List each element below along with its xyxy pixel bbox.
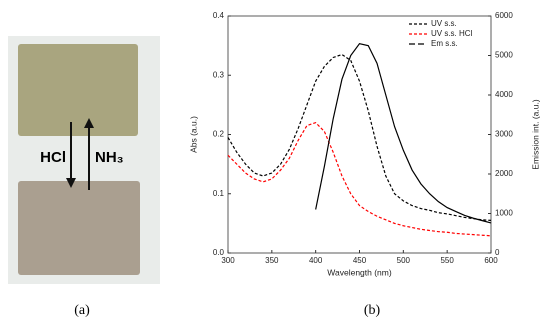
y-tick-label: 0.2 [213, 130, 225, 139]
reagent-label: HCl [40, 149, 66, 166]
x-tick-label: 550 [440, 256, 454, 265]
y-tick-label: 0.0 [213, 248, 225, 257]
y2-tick-label: 6000 [495, 11, 513, 20]
x-tick-label: 400 [309, 256, 323, 265]
arrow-head [66, 178, 76, 188]
y2-tick-label: 2000 [495, 169, 513, 178]
y2-tick-label: 1000 [495, 209, 513, 218]
x-tick-label: 600 [484, 256, 498, 265]
y-tick-label: 0.4 [213, 11, 225, 20]
arrow-head [84, 118, 94, 128]
reagent-label: NH₃ [95, 149, 124, 166]
x-tick-label: 300 [221, 256, 235, 265]
y-tick-label: 0.3 [213, 70, 225, 79]
y-axis-label: Abs (a.u.) [188, 116, 198, 153]
y2-tick-label: 3000 [495, 130, 513, 139]
film-acid [18, 181, 140, 275]
legend-entry: UV s.s. [431, 19, 457, 28]
panel-caption: (b) [364, 303, 381, 318]
chart: 300 350 400 450 500 550 600 0.0 0.1 0.2 0.3 0.4 0 100… [188, 11, 540, 277]
x-axis-label: Wavelength (nm) [327, 267, 392, 277]
series-line [315, 42, 492, 224]
x-tick-label: 450 [353, 256, 367, 265]
panel-caption: (a) [74, 303, 90, 318]
legend-entry: UV s.s. HCl [431, 29, 473, 38]
x-tick-label: 350 [265, 256, 279, 265]
y2-tick-label: 0 [495, 248, 500, 257]
y-tick-label: 0.1 [213, 189, 225, 198]
y2-axis-label: Emission int. (a.u.) [530, 99, 540, 170]
legend-entry: Em s.s. [431, 39, 458, 48]
film-neutral [18, 44, 138, 136]
series-line [227, 53, 492, 222]
y2-tick-label: 4000 [495, 90, 513, 99]
y2-tick-label: 5000 [495, 51, 513, 60]
series-line [227, 121, 492, 237]
x-tick-label: 500 [397, 256, 411, 265]
plot-frame [227, 15, 492, 254]
